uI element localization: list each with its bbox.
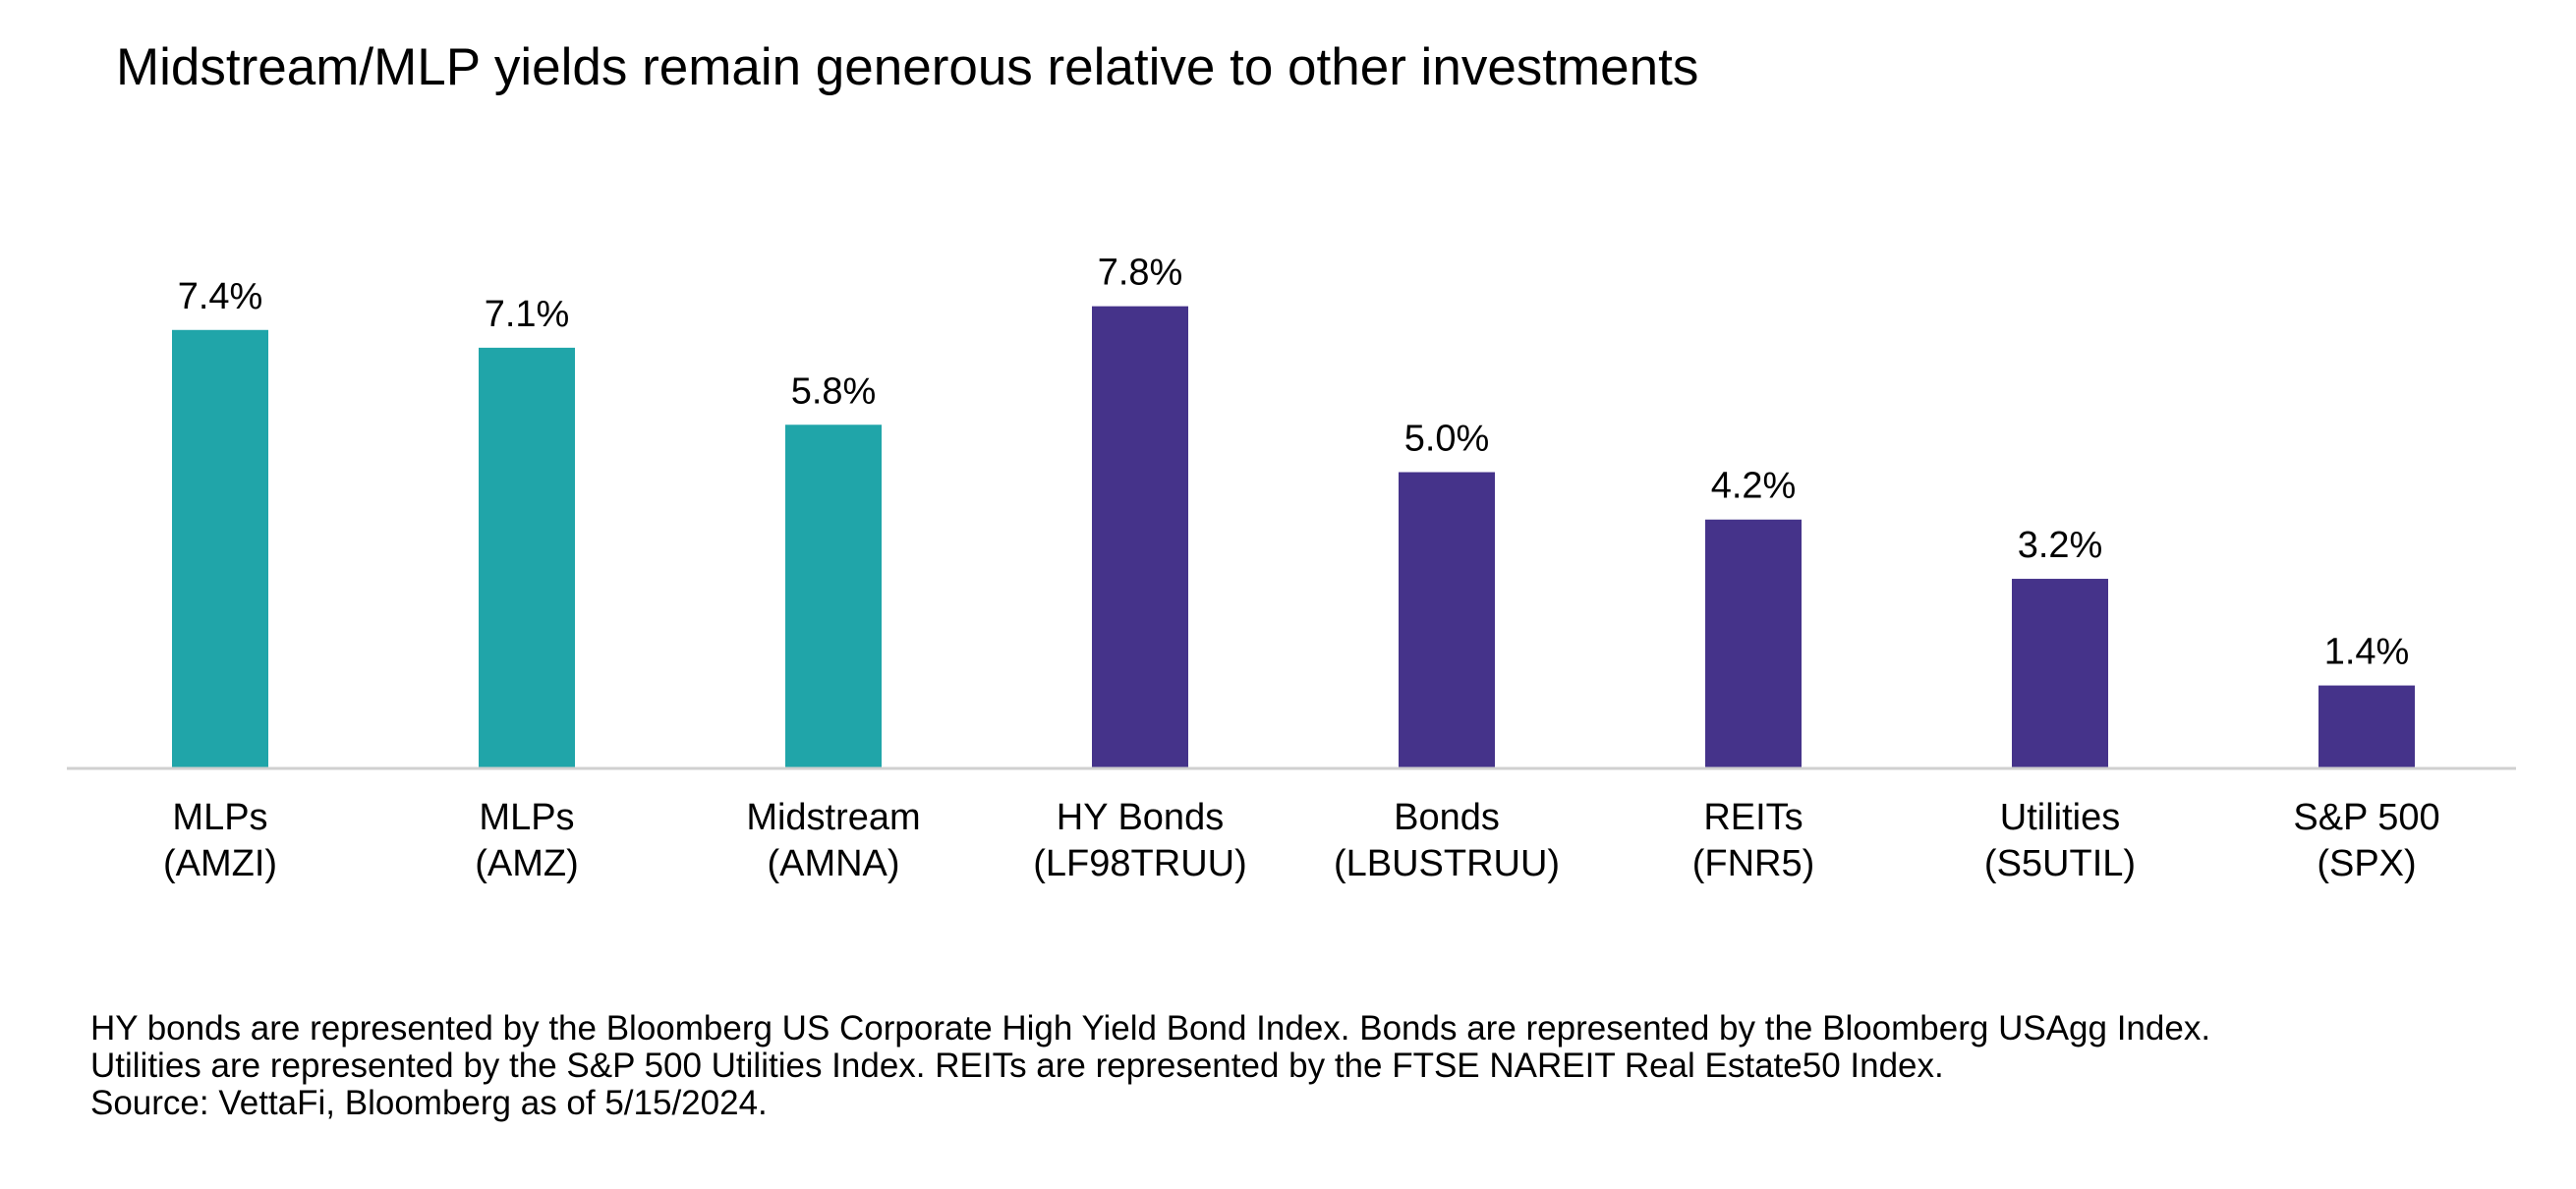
category-label-3-line-1: HY Bonds (1057, 797, 1224, 838)
category-label-5-line-1: REITs (1703, 797, 1803, 838)
footnote-line-2: Utilities are represented by the S&P 500… (90, 1047, 1944, 1085)
bar-7 (2318, 685, 2415, 768)
category-label-4-line-2: (LBUSTRUU) (1334, 843, 1560, 884)
value-label-5: 4.2% (1711, 466, 1797, 507)
value-label-4: 5.0% (1404, 419, 1490, 460)
bar-5 (1705, 519, 1802, 768)
value-label-7: 1.4% (2324, 632, 2410, 673)
footnote-source: Source: VettaFi, Bloomberg as of 5/15/20… (90, 1084, 768, 1122)
chart-title: Midstream/MLP yields remain generous rel… (116, 38, 1699, 96)
bar-1 (479, 347, 575, 768)
category-label-5-line-2: (FNR5) (1692, 843, 1815, 884)
category-label-6-line-1: Utilities (2000, 797, 2120, 838)
value-label-6: 3.2% (2018, 525, 2103, 566)
category-label-7-line-1: S&P 500 (2293, 797, 2439, 838)
category-label-2-line-2: (AMNA) (767, 843, 899, 884)
bar-6 (2012, 579, 2108, 768)
value-label-0: 7.4% (178, 276, 263, 317)
category-label-6-line-2: (S5UTIL) (1984, 843, 2136, 884)
value-label-3: 7.8% (1098, 253, 1183, 294)
category-label-4-line-1: Bonds (1394, 797, 1500, 838)
value-labels-layer: 7.4% 7.1% 5.8% 7.8% 5.0% 4.2% 3.2% 1.4% (178, 253, 2410, 673)
category-label-2-line-1: Midstream (746, 797, 920, 838)
category-label-0-line-2: (AMZI) (163, 843, 277, 884)
bar-3 (1092, 306, 1188, 768)
category-label-1-line-2: (AMZ) (475, 843, 579, 884)
category-label-0-line-1: MLPs (172, 797, 267, 838)
footnote-line-1: HY bonds are represented by the Bloomber… (90, 1009, 2211, 1047)
bar-2 (785, 425, 882, 768)
value-label-2: 5.8% (791, 370, 877, 412)
category-label-1-line-1: MLPs (479, 797, 574, 838)
category-label-7-line-2: (SPX) (2317, 843, 2416, 884)
value-label-1: 7.1% (485, 294, 570, 335)
category-label-3-line-2: (LF98TRUU) (1033, 843, 1246, 884)
category-labels-layer: MLPs (AMZI) MLPs (AMZ) Midstream (AMNA) HY Bon… (163, 797, 2440, 884)
footnotes: HY bonds are represented by the Bloomber… (90, 1010, 2210, 1122)
bar-0 (172, 329, 268, 768)
bars-layer (172, 306, 2415, 768)
bar-4 (1399, 472, 1495, 768)
